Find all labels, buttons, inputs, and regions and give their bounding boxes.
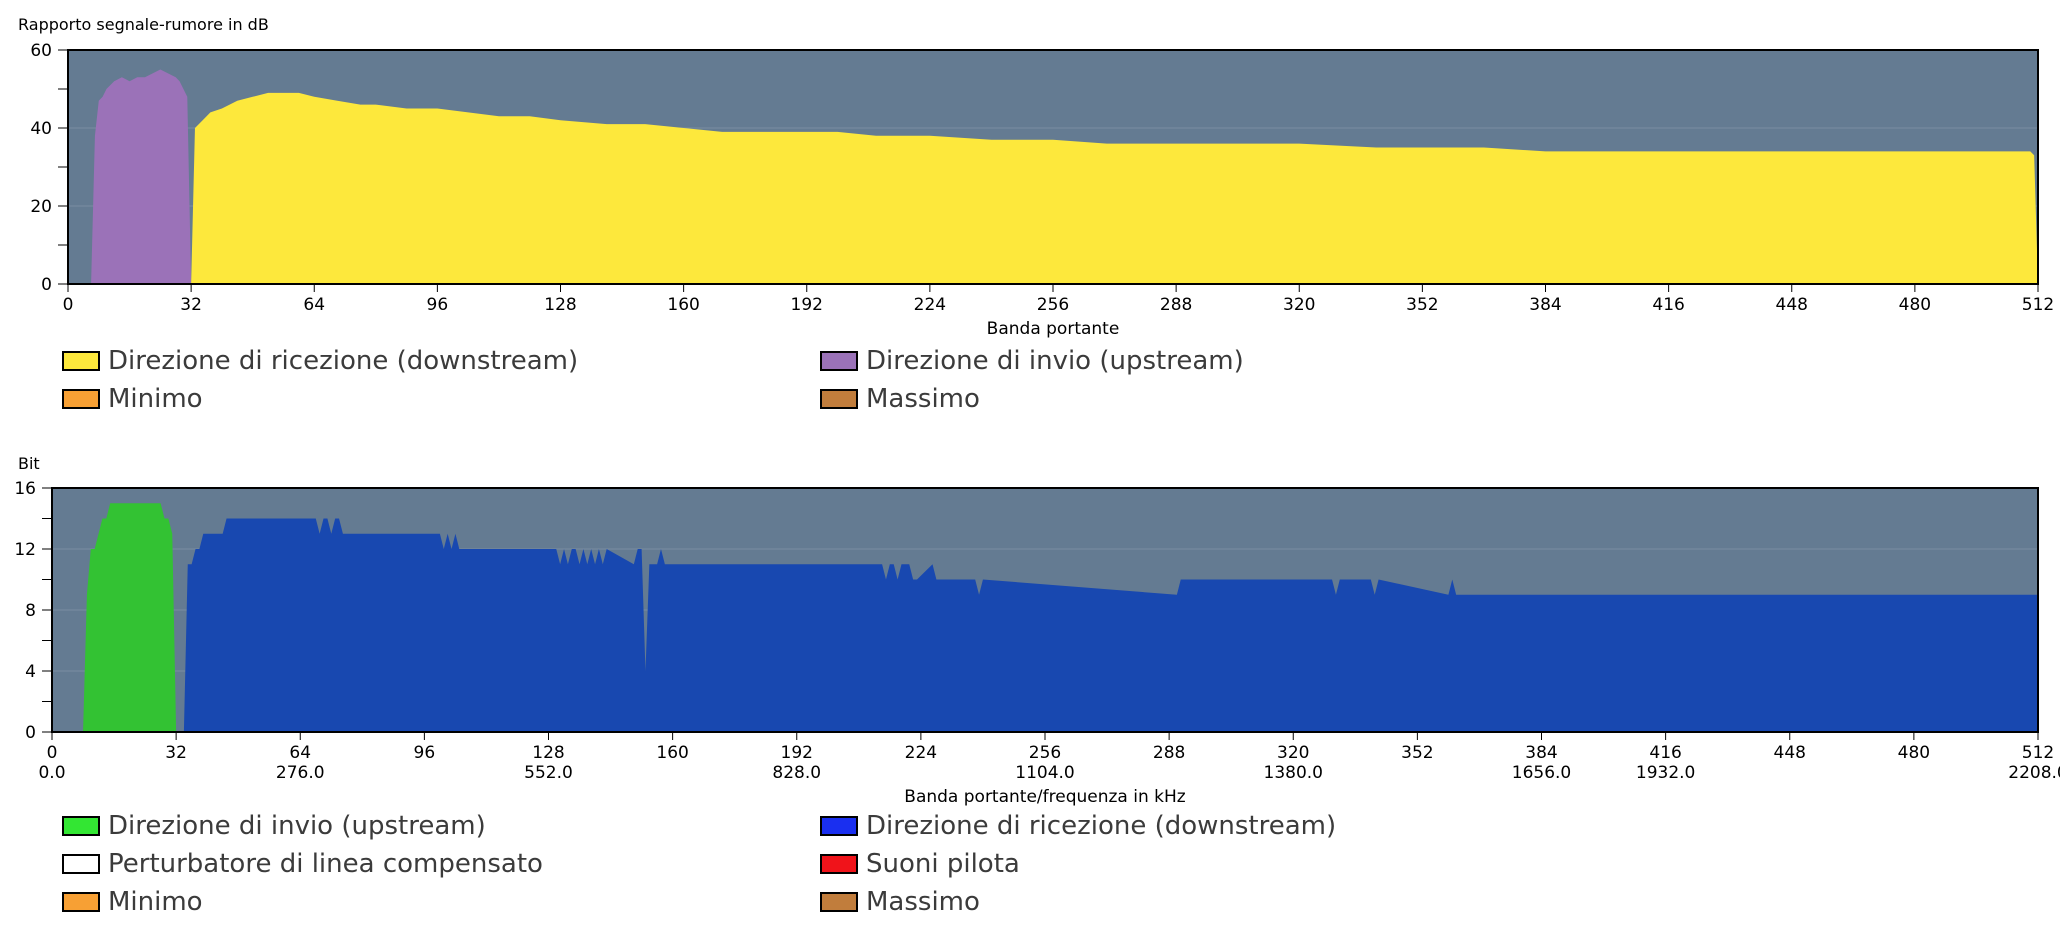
legend-swatch	[62, 892, 100, 912]
y-tick-label: 12	[14, 540, 36, 560]
y-axis-label: Bit	[18, 454, 40, 473]
legend-label: Massimo	[866, 384, 980, 414]
x-tick-label: 256	[1029, 743, 1061, 763]
legend-swatch	[62, 816, 100, 836]
x-tick-label: 32	[165, 743, 187, 763]
legend-item: Minimo	[62, 382, 203, 416]
legend-label: Perturbatore di linea compensato	[108, 849, 543, 879]
x-freq-tick-label: 1104.0	[1015, 763, 1074, 783]
x-freq-tick-label: 0.0	[38, 763, 65, 783]
x-freq-tick-label: 1656.0	[1512, 763, 1571, 783]
x-tick-label: 0	[47, 743, 58, 763]
legend-swatch	[820, 854, 858, 874]
legend-swatch	[62, 351, 100, 371]
x-freq-tick-label: 828.0	[772, 763, 821, 783]
legend-label: Minimo	[108, 887, 203, 917]
legend-swatch	[820, 351, 858, 371]
x-tick-label: 512	[2022, 743, 2054, 763]
x-tick-label: 320	[1277, 743, 1309, 763]
x-tick-label: 416	[1652, 295, 1684, 315]
legend-swatch	[820, 892, 858, 912]
legend-label: Direzione di invio (upstream)	[108, 811, 486, 841]
x-tick-label: 160	[656, 743, 688, 763]
x-freq-tick-label: 2208.0	[2008, 763, 2060, 783]
x-axis-label: Banda portante	[987, 319, 1120, 339]
x-tick-label: 448	[1774, 743, 1806, 763]
legend-item: Minimo	[62, 885, 203, 919]
x-tick-label: 448	[1776, 295, 1808, 315]
x-tick-label: 256	[1037, 295, 1069, 315]
legend-label: Suoni pilota	[866, 849, 1020, 879]
x-tick-label: 480	[1899, 295, 1931, 315]
y-tick-label: 4	[25, 662, 36, 682]
series-area-2-1	[83, 503, 177, 732]
x-tick-label: 128	[544, 295, 576, 315]
x-tick-label: 512	[2022, 295, 2054, 315]
x-tick-label: 320	[1283, 295, 1315, 315]
legend-label: Direzione di invio (upstream)	[866, 346, 1244, 376]
y-axis-label: Rapporto segnale-rumore in dB	[18, 15, 269, 34]
legend-label: Direzione di ricezione (downstream)	[866, 811, 1337, 841]
x-tick-label: 416	[1649, 743, 1681, 763]
legend-item: Direzione di invio (upstream)	[820, 344, 1244, 378]
x-tick-label: 160	[667, 295, 699, 315]
x-tick-label: 352	[1406, 295, 1438, 315]
x-tick-label: 288	[1153, 743, 1185, 763]
x-freq-tick-label: 276.0	[276, 763, 325, 783]
x-tick-label: 192	[791, 295, 823, 315]
legend-item: Direzione di ricezione (downstream)	[820, 809, 1336, 843]
y-tick-label: 40	[30, 119, 52, 139]
x-tick-label: 128	[532, 743, 564, 763]
x-tick-label: 192	[781, 743, 813, 763]
legend-swatch	[820, 816, 858, 836]
series-area-1-2	[191, 92, 2038, 285]
legend-label: Minimo	[108, 384, 203, 414]
x-tick-label: 32	[180, 295, 202, 315]
legend-item: Direzione di ricezione (downstream)	[62, 344, 578, 378]
x-tick-label: 352	[1401, 743, 1433, 763]
legend-label: Direzione di ricezione (downstream)	[108, 346, 579, 376]
legend-swatch	[62, 389, 100, 409]
legend-item: Perturbatore di linea compensato	[62, 847, 543, 881]
x-tick-label: 64	[303, 295, 325, 315]
x-freq-tick-label: 1380.0	[1264, 763, 1323, 783]
x-tick-label: 384	[1525, 743, 1557, 763]
x-tick-label: 288	[1160, 295, 1192, 315]
x-tick-label: 0	[63, 295, 74, 315]
legend-item: Massimo	[820, 382, 980, 416]
series-area-2-2	[183, 518, 2038, 732]
x-axis-label: Banda portante/frequenza in kHz	[904, 787, 1185, 807]
legend-swatch	[820, 389, 858, 409]
x-tick-label: 224	[914, 295, 946, 315]
x-tick-label: 224	[905, 743, 937, 763]
legend-label: Massimo	[866, 887, 980, 917]
legend-item: Direzione di invio (upstream)	[62, 809, 486, 843]
y-tick-label: 0	[41, 275, 52, 295]
legend-item: Massimo	[820, 885, 980, 919]
y-tick-label: 20	[30, 197, 52, 217]
x-freq-tick-label: 1932.0	[1636, 763, 1695, 783]
x-tick-label: 384	[1529, 295, 1561, 315]
y-tick-label: 16	[14, 479, 36, 499]
x-freq-tick-label: 552.0	[524, 763, 573, 783]
y-tick-label: 60	[30, 41, 52, 61]
x-tick-label: 64	[289, 743, 311, 763]
legend-swatch	[62, 854, 100, 874]
legend-item: Suoni pilota	[820, 847, 1020, 881]
x-tick-label: 480	[1898, 743, 1930, 763]
x-tick-label: 96	[427, 295, 449, 315]
y-tick-label: 0	[25, 723, 36, 743]
series-area-1-1	[91, 69, 192, 284]
y-tick-label: 8	[25, 601, 36, 621]
x-tick-label: 96	[414, 743, 436, 763]
